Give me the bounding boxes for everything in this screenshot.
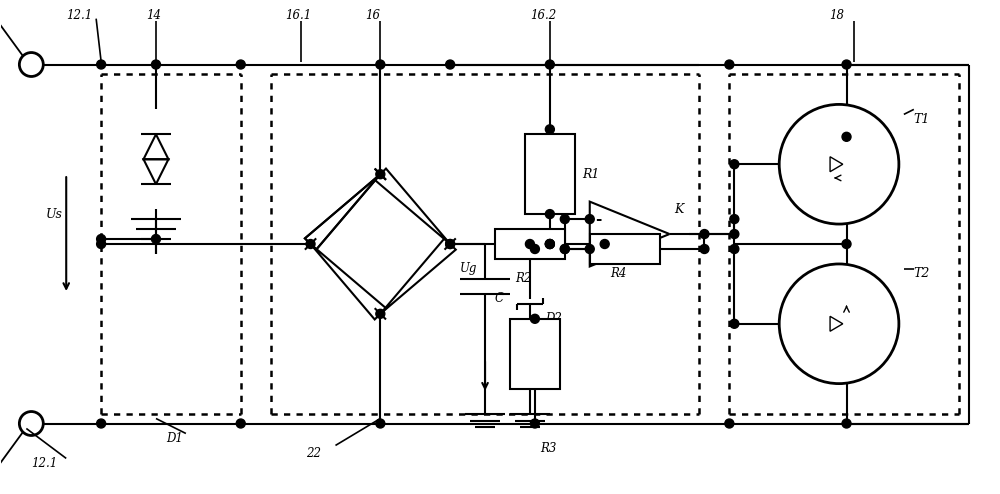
Text: R4: R4 [610,267,626,281]
Circle shape [151,235,160,244]
Circle shape [842,419,851,428]
Circle shape [446,240,455,248]
Text: 12.1: 12.1 [66,9,92,22]
Text: T1: T1 [914,113,930,126]
Circle shape [585,245,594,253]
Circle shape [376,60,385,69]
Circle shape [446,60,455,69]
Circle shape [779,264,899,384]
Circle shape [730,160,739,169]
Circle shape [842,60,851,69]
Circle shape [779,104,899,224]
Text: R3: R3 [540,442,556,455]
Circle shape [545,240,554,248]
Text: 18: 18 [829,9,844,22]
Circle shape [530,419,539,428]
Polygon shape [590,202,670,266]
Circle shape [842,132,851,141]
Circle shape [842,240,851,248]
Circle shape [97,235,106,244]
Text: R2: R2 [515,272,531,286]
Circle shape [236,60,245,69]
Circle shape [560,245,569,253]
Circle shape [545,125,554,134]
Circle shape [236,419,245,428]
Text: C: C [495,292,504,305]
Circle shape [151,60,160,69]
Circle shape [376,309,385,318]
Text: T2: T2 [914,267,930,281]
Circle shape [585,214,594,224]
Circle shape [545,240,554,248]
Text: K: K [675,203,684,215]
Text: 22: 22 [306,447,321,460]
Text: 16.1: 16.1 [286,9,312,22]
Bar [495,229,565,259]
Text: -: - [595,211,601,227]
Circle shape [545,240,554,248]
Circle shape [525,240,534,248]
Text: Us: Us [46,207,63,221]
Bar [525,134,575,214]
Text: D2: D2 [545,312,562,325]
Text: +: + [595,245,607,259]
Circle shape [725,60,734,69]
Circle shape [560,245,569,253]
Circle shape [560,214,569,224]
Circle shape [730,214,739,224]
Text: D1: D1 [166,432,183,445]
Circle shape [545,60,554,69]
Circle shape [376,170,385,179]
Circle shape [730,319,739,329]
Circle shape [530,245,539,253]
Circle shape [730,245,739,253]
Text: 16.2: 16.2 [530,9,556,22]
Text: 14: 14 [146,9,161,22]
Circle shape [530,314,539,323]
Circle shape [97,240,106,248]
Text: 16: 16 [365,9,380,22]
Circle shape [545,209,554,218]
Circle shape [700,230,709,239]
Circle shape [600,240,609,248]
Circle shape [725,419,734,428]
Circle shape [97,419,106,428]
Circle shape [730,230,739,239]
Circle shape [446,240,455,248]
Text: Ug: Ug [460,262,477,276]
Circle shape [700,245,709,253]
Bar [590,234,660,264]
Circle shape [97,60,106,69]
Text: R1: R1 [582,167,599,181]
Circle shape [376,419,385,428]
Text: 12.1: 12.1 [31,457,58,470]
Circle shape [306,240,315,248]
Bar [510,319,560,389]
